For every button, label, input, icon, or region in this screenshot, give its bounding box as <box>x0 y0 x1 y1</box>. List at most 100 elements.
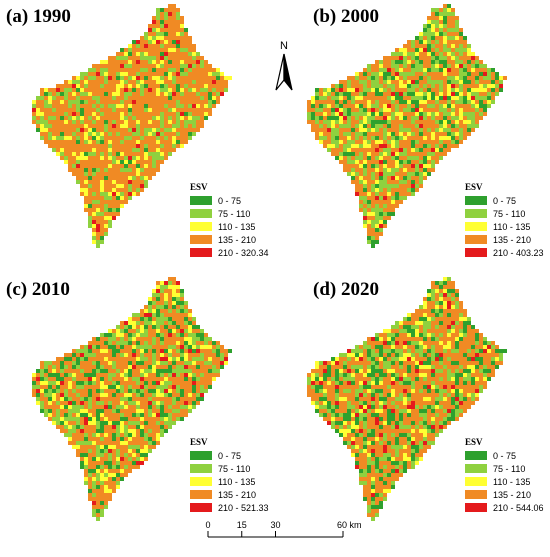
esv-cell <box>184 84 188 88</box>
esv-cell <box>140 108 144 112</box>
esv-cell <box>371 349 375 353</box>
esv-cell <box>399 176 403 180</box>
esv-cell <box>172 361 176 365</box>
esv-cell <box>132 373 136 377</box>
esv-cell <box>443 305 447 309</box>
esv-cell <box>92 405 96 409</box>
esv-cell <box>156 329 160 333</box>
esv-cell <box>447 40 451 44</box>
esv-cell <box>419 373 423 377</box>
esv-cell <box>176 12 180 16</box>
esv-cell <box>399 64 403 68</box>
esv-cell <box>112 401 116 405</box>
esv-cell <box>80 449 84 453</box>
esv-cell <box>355 144 359 148</box>
esv-cell <box>112 148 116 152</box>
esv-cell <box>459 365 463 369</box>
esv-cell <box>140 309 144 313</box>
esv-cell <box>379 228 383 232</box>
esv-cell <box>88 405 92 409</box>
esv-cell <box>136 361 140 365</box>
esv-cell <box>323 132 327 136</box>
esv-cell <box>423 84 427 88</box>
esv-cell <box>100 365 104 369</box>
esv-cell <box>184 108 188 112</box>
esv-cell <box>419 148 423 152</box>
esv-cell <box>128 132 132 136</box>
esv-cell <box>68 365 72 369</box>
esv-cell <box>168 277 172 281</box>
esv-cell <box>431 100 435 104</box>
esv-cell <box>196 345 200 349</box>
esv-cell <box>116 96 120 100</box>
esv-cell <box>188 52 192 56</box>
esv-cell <box>423 100 427 104</box>
esv-cell <box>363 224 367 228</box>
esv-cell <box>403 381 407 385</box>
esv-cell <box>160 24 164 28</box>
esv-cell <box>463 36 467 40</box>
esv-cell <box>136 116 140 120</box>
esv-cell <box>391 76 395 80</box>
esv-cell <box>72 160 76 164</box>
esv-cell <box>455 297 459 301</box>
legend-swatch <box>465 196 487 205</box>
esv-cell <box>427 297 431 301</box>
esv-cell <box>459 44 463 48</box>
esv-cell <box>427 160 431 164</box>
esv-cell <box>347 172 351 176</box>
esv-cell <box>160 72 164 76</box>
esv-cell <box>411 152 415 156</box>
esv-cell <box>435 128 439 132</box>
esv-cell <box>455 72 459 76</box>
esv-cell <box>475 369 479 373</box>
esv-cell <box>180 44 184 48</box>
esv-cell <box>104 421 108 425</box>
esv-cell <box>383 220 387 224</box>
esv-cell <box>80 445 84 449</box>
esv-cell <box>391 345 395 349</box>
esv-cell <box>160 40 164 44</box>
esv-cell <box>435 313 439 317</box>
esv-cell <box>188 341 192 345</box>
esv-cell <box>467 48 471 52</box>
esv-cell <box>403 361 407 365</box>
esv-cell <box>335 104 339 108</box>
esv-cell <box>391 100 395 104</box>
esv-cell <box>168 136 172 140</box>
esv-cell <box>383 365 387 369</box>
esv-cell <box>188 36 192 40</box>
esv-cell <box>92 64 96 68</box>
esv-cell <box>371 160 375 164</box>
esv-cell <box>224 80 228 84</box>
esv-cell <box>455 309 459 313</box>
esv-cell <box>188 345 192 349</box>
esv-cell <box>116 389 120 393</box>
esv-cell <box>363 208 367 212</box>
esv-cell <box>120 377 124 381</box>
esv-cell <box>108 208 112 212</box>
esv-cell <box>92 100 96 104</box>
esv-cell <box>192 369 196 373</box>
esv-cell <box>172 36 176 40</box>
esv-cell <box>383 385 387 389</box>
esv-cell <box>148 120 152 124</box>
esv-cell <box>435 112 439 116</box>
esv-cell <box>64 108 68 112</box>
esv-cell <box>128 60 132 64</box>
esv-cell <box>391 184 395 188</box>
esv-cell <box>128 144 132 148</box>
esv-cell <box>319 361 323 365</box>
esv-cell <box>80 385 84 389</box>
esv-cell <box>160 281 164 285</box>
esv-cell <box>395 160 399 164</box>
esv-cell <box>487 68 491 72</box>
esv-cell <box>168 385 172 389</box>
esv-cell <box>371 72 375 76</box>
esv-cell <box>168 345 172 349</box>
esv-cell <box>451 325 455 329</box>
esv-cell <box>104 144 108 148</box>
esv-cell <box>160 313 164 317</box>
esv-cell <box>427 136 431 140</box>
esv-cell <box>395 112 399 116</box>
